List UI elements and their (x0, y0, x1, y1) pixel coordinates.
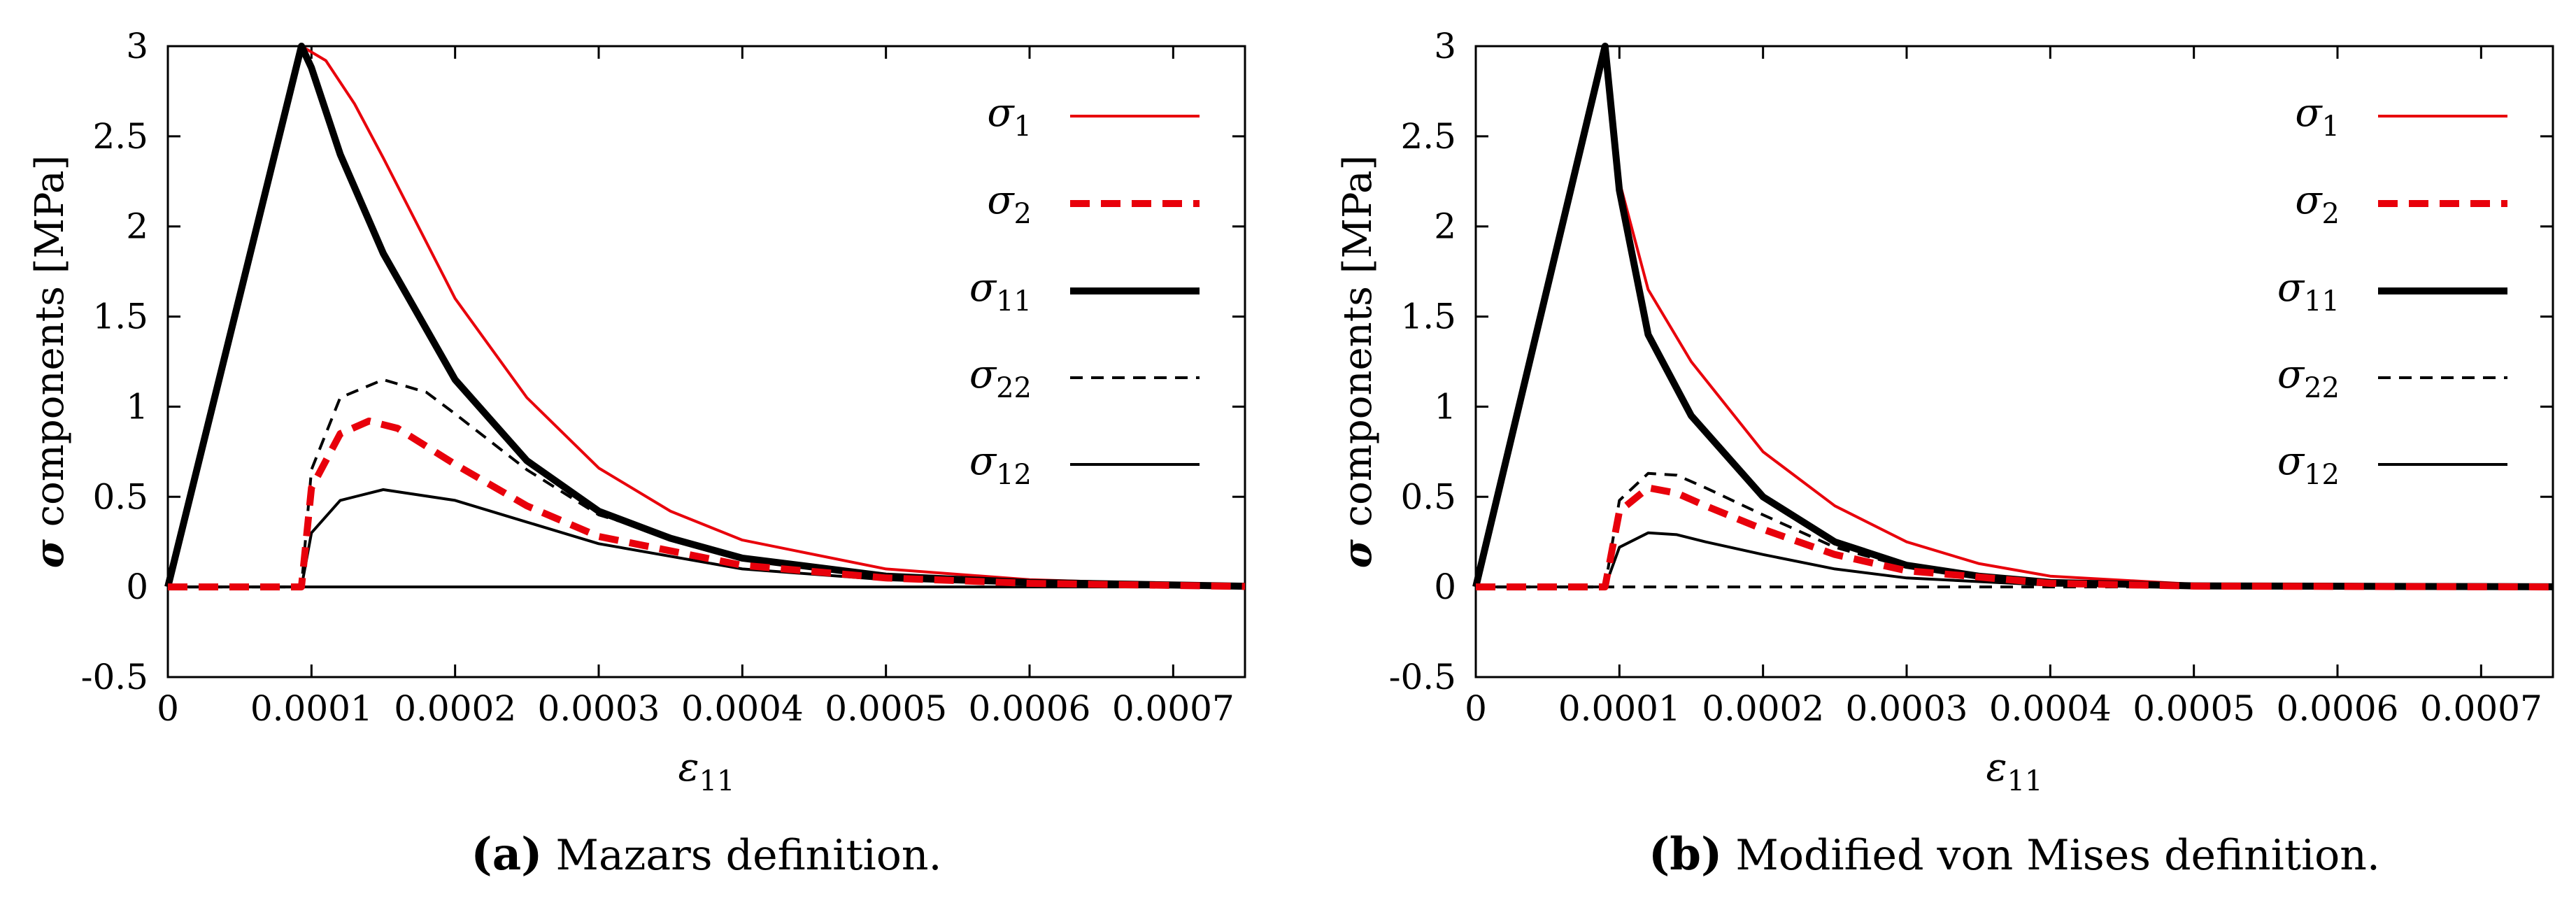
x-tick-label: 0.0001 (1558, 688, 1681, 729)
y-axis-title: σ components [MPa] (27, 155, 73, 569)
y-tick-label: -0.5 (1389, 657, 1456, 697)
legend-label: σ12 (2277, 439, 2340, 491)
panel-a: 0 0.0001 0.0002 0.0003 0.0004 0.0005 0.0006 0.0… (27, 26, 1246, 881)
panel-caption: (a) Mazars definition. (471, 828, 941, 881)
x-tick-label: 0.0002 (1702, 688, 1824, 729)
series-line-σ2 (1476, 484, 2554, 591)
y-tick-label: -0.5 (81, 657, 148, 697)
y-axis-title: σ components [MPa] (1335, 155, 1381, 569)
y-tick-label: 2 (126, 206, 148, 247)
legend-label: σ11 (969, 265, 1032, 318)
y-tick-label: 0.5 (92, 476, 148, 517)
x-tick-label: 0.0006 (969, 688, 1091, 729)
y-tick-label: 2.5 (1400, 116, 1456, 157)
x-axis-title: ε11 (1986, 745, 2043, 797)
legend-label: σ11 (2277, 265, 2340, 318)
y-tick-label: 3 (126, 26, 148, 66)
y-tick-label: 3 (1434, 26, 1456, 66)
x-tick-label: 0.0001 (250, 688, 373, 729)
y-tick-label: 1 (1434, 386, 1456, 427)
series-line-σ11 (1472, 43, 2554, 590)
legend-label: σ1 (987, 90, 1032, 143)
legend-label: σ12 (969, 439, 1032, 491)
x-tick-label: 0.0007 (2420, 688, 2542, 729)
x-tick-label: 0.0006 (2277, 688, 2399, 729)
y-tick-label: 1.5 (92, 297, 148, 337)
y-tick-label: 0.5 (1400, 476, 1456, 517)
y-tick-label: 0 (126, 567, 148, 607)
x-tick-label: 0.0005 (825, 688, 947, 729)
panel-caption: (b) Modified von Mises definition. (1649, 828, 2380, 881)
series-line-σ2 (168, 418, 1246, 591)
x-axis-title: ε11 (678, 745, 735, 797)
y-tick-label: 2 (1434, 206, 1456, 247)
legend-label: σ22 (969, 352, 1032, 404)
y-tick-label: 1.5 (1400, 297, 1456, 337)
x-tick-label: 0.0003 (1846, 688, 1968, 729)
plot-frame (166, 45, 1246, 678)
x-tick-label: 0.0005 (2133, 688, 2255, 729)
y-tick-label: 2.5 (92, 116, 148, 157)
legend-label: σ2 (987, 178, 1032, 230)
x-tick-label: 0.0007 (1112, 688, 1234, 729)
series-line-σ12 (168, 488, 1246, 589)
x-tick-label: 0.0004 (1989, 688, 2112, 729)
legend-label: σ2 (2295, 178, 2340, 230)
x-tick-label: 0 (1465, 688, 1487, 729)
series-line-σ11 (164, 43, 1246, 590)
series-line-σ1 (166, 45, 1246, 588)
y-tick-label: 0 (1434, 567, 1456, 607)
x-tick-label: 0 (157, 688, 179, 729)
x-tick-label: 0.0002 (394, 688, 516, 729)
panel-b: 0 0.0001 0.0002 0.0003 0.0004 0.0005 0.0006 0.0… (1335, 26, 2554, 881)
plot-frame (1474, 45, 2554, 678)
legend-label: σ1 (2295, 90, 2340, 143)
x-tick-label: 0.0003 (538, 688, 660, 729)
x-tick-label: 0.0004 (681, 688, 804, 729)
legend-label: σ22 (2277, 352, 2340, 404)
series-line-σ1 (1474, 45, 2554, 588)
y-tick-label: 1 (126, 386, 148, 427)
